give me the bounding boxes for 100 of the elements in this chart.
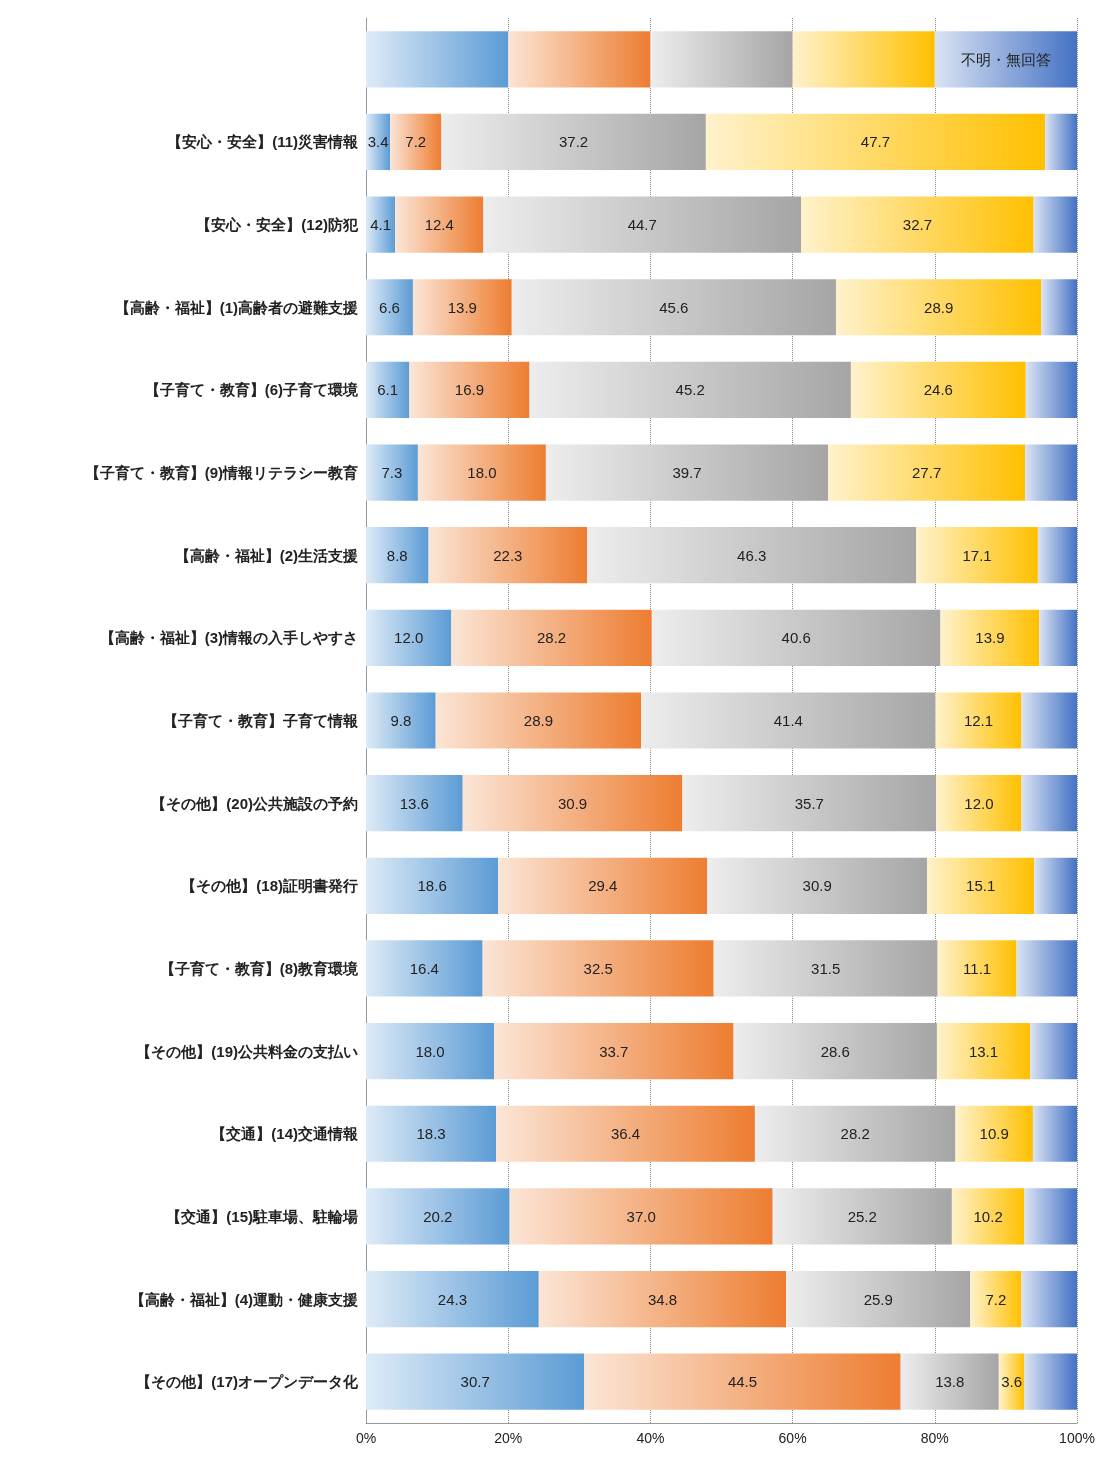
bar — [366, 1353, 585, 1410]
bar — [428, 527, 588, 584]
data-label: 30.9 — [802, 877, 832, 895]
bar — [1021, 1270, 1077, 1328]
data-label: 22.3 — [493, 546, 523, 564]
bar — [651, 609, 941, 666]
bar — [926, 857, 1035, 914]
bar — [529, 361, 851, 419]
y-tick-label: 【高齢・福祉】(4)運動・健康支援 — [129, 1290, 358, 1308]
data-label: 30.7 — [460, 1373, 490, 1391]
bar — [828, 444, 1026, 501]
y-tick-label: 【その他】(19)公共料金の支払い — [136, 1042, 358, 1060]
bar — [936, 775, 1022, 832]
bar — [508, 31, 651, 88]
bar — [366, 113, 391, 171]
data-label: 27.7 — [912, 464, 942, 482]
data-label: 28.9 — [924, 298, 954, 316]
bar — [1041, 279, 1077, 336]
y-tick-label: 【子育て・教育】(8)教育環境 — [159, 959, 359, 977]
bar — [733, 1022, 937, 1080]
bar — [1021, 775, 1077, 832]
bar — [937, 940, 1017, 997]
data-label: 3.4 — [367, 133, 389, 151]
data-label: 31.5 — [811, 959, 841, 977]
bar — [1045, 113, 1077, 171]
data-label: 7.3 — [381, 464, 403, 482]
data-label: 16.9 — [454, 381, 485, 399]
bar — [713, 940, 938, 997]
data-label: 46.3 — [737, 546, 767, 564]
bar — [1024, 1353, 1077, 1410]
bar — [395, 196, 484, 253]
bar — [1032, 1105, 1077, 1162]
y-tick-label: 【交通】(15)駐車場、駐輪場 — [166, 1207, 358, 1225]
data-label: 6.6 — [379, 298, 400, 316]
bar — [366, 527, 429, 584]
data-label: 32.5 — [583, 959, 613, 977]
data-label: 25.9 — [863, 1290, 893, 1308]
data-label: 18.0 — [415, 1042, 445, 1060]
bar — [1021, 692, 1077, 749]
data-label: 9.8 — [390, 712, 412, 729]
data-label: 7.2 — [405, 133, 427, 151]
data-label: 13.1 — [968, 1042, 999, 1060]
bar — [682, 775, 937, 832]
data-label: 13.6 — [399, 794, 429, 812]
data-label: 12.1 — [963, 712, 994, 729]
data-label: 33.7 — [599, 1042, 629, 1060]
bar — [641, 692, 936, 749]
data-label: 17.1 — [962, 546, 992, 564]
data-label: 34.8 — [647, 1290, 678, 1308]
data-label: 32.7 — [902, 216, 932, 234]
bar — [900, 1353, 999, 1410]
data-label: 28.6 — [820, 1042, 850, 1060]
bar — [366, 279, 413, 336]
bar — [498, 857, 708, 914]
bar — [366, 940, 483, 997]
y-tick-label: 【高齢・福祉】(1)高齢者の避難支援 — [114, 298, 358, 316]
bar — [916, 527, 1038, 584]
data-label: 18.0 — [467, 464, 497, 482]
data-label: 45.6 — [659, 298, 689, 316]
bar — [1016, 940, 1077, 997]
bar — [650, 31, 793, 88]
bar — [935, 692, 1022, 749]
bar — [511, 279, 836, 336]
x-tick-label: 60% — [778, 1430, 807, 1446]
data-label: 10.2 — [973, 1207, 1003, 1225]
x-tick-label: 40% — [636, 1430, 665, 1446]
bar — [705, 113, 1045, 171]
data-label: 30.9 — [557, 794, 588, 812]
data-label: 24.6 — [923, 381, 953, 399]
bar — [545, 444, 829, 501]
bar — [366, 444, 418, 501]
data-label: 24.3 — [437, 1290, 467, 1308]
bar — [707, 857, 927, 914]
data-label: 12.4 — [424, 216, 454, 234]
data-label: 13.9 — [447, 298, 477, 316]
data-label: 47.7 — [860, 133, 891, 151]
bar — [772, 1188, 952, 1245]
bar — [951, 1188, 1025, 1245]
data-label: 37.0 — [626, 1207, 656, 1225]
data-label: 12.0 — [394, 629, 424, 647]
data-label: 28.9 — [523, 712, 554, 729]
bar — [940, 609, 1040, 666]
data-label: 18.3 — [416, 1125, 446, 1143]
data-label: 29.4 — [588, 877, 618, 895]
bar — [584, 1353, 901, 1410]
bar — [493, 1022, 734, 1080]
data-label: 10.9 — [979, 1125, 1009, 1143]
bar — [435, 692, 642, 749]
data-label: 25.2 — [847, 1207, 877, 1225]
bar — [934, 31, 1077, 88]
data-label: 15.1 — [966, 877, 996, 895]
data-label: 7.2 — [985, 1290, 1007, 1308]
bar — [412, 279, 512, 336]
bar — [538, 1270, 787, 1328]
y-tick-label: 【子育て・教育】(9)情報リテラシー教育 — [84, 464, 358, 482]
bar — [451, 609, 652, 666]
data-label: 不明・無回答 — [960, 50, 1051, 68]
bar — [792, 31, 935, 88]
bar — [835, 279, 1042, 336]
data-label: 4.1 — [370, 216, 392, 234]
